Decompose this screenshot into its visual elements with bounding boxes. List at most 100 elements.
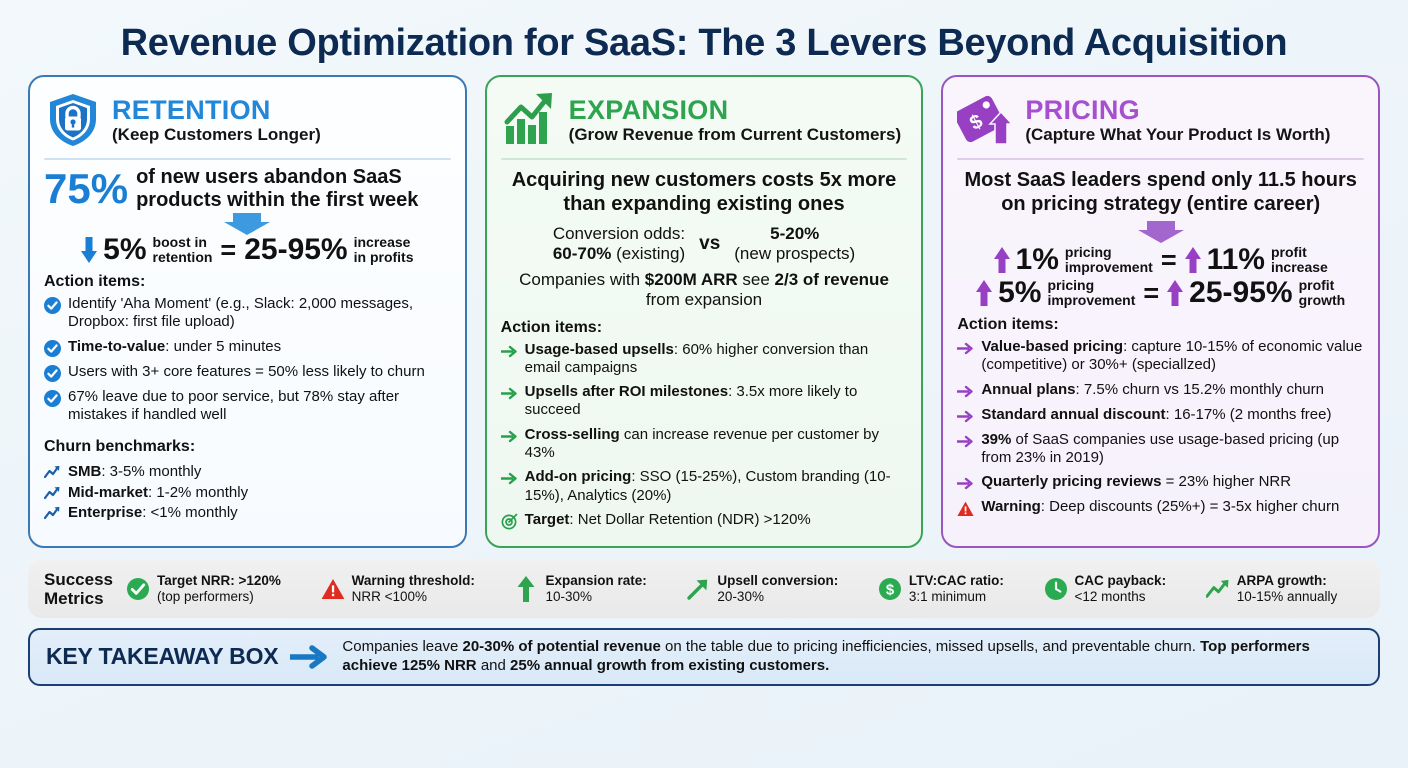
metric-warning-threshold: Warning threshold: NRR <100% (321, 573, 502, 605)
list-item: Identify 'Aha Moment' (e.g., Slack: 2,00… (44, 295, 451, 332)
metric-sub: NRR <100% (351, 588, 427, 604)
metric-cac-payback: CAC payback: <12 months (1044, 573, 1193, 605)
note-part4: from expansion (645, 290, 763, 310)
card-title-expansion: EXPANSION (568, 95, 729, 125)
arrow-up-icon (1184, 247, 1201, 273)
list-item: 39% of SaaS companies use usage-based pr… (957, 431, 1364, 468)
card-subtitle-pricing: (Capture What Your Product Is Worth) (1025, 125, 1331, 144)
eq1-sign: = (1160, 244, 1177, 275)
note-bold3: of revenue (802, 269, 889, 289)
eq2-left-line1: pricing (1047, 277, 1095, 294)
eq2-right-line1: profit (1298, 277, 1335, 294)
arrow-right-icon (500, 385, 518, 402)
warning-triangle-icon (957, 500, 974, 517)
item-text: : under 5 minutes (165, 337, 282, 355)
vs-word: vs (699, 233, 721, 255)
card-pricing: $ PRICING (Capture What Your Product Is … (941, 75, 1381, 548)
eq2-left-num: 5% (998, 276, 1042, 309)
metric-text: ARPA growth: 10-15% annually (1237, 573, 1338, 605)
metric-sub: 3:1 minimum (908, 588, 987, 604)
arrow-right-icon (957, 340, 974, 357)
success-metrics-label: Success Metrics (44, 570, 113, 608)
action-items-title-retention: Action items: (44, 273, 146, 290)
trend-up-icon (43, 486, 61, 502)
metric-text: Target NRR: >120% (top performers) (157, 573, 281, 605)
arrow-up-icon (1167, 280, 1184, 306)
eq1-left-label: pricing improvement (1065, 245, 1153, 274)
arrow-right-icon (500, 470, 518, 487)
item-bold: Target (524, 510, 570, 528)
metric-text: Warning threshold: NRR <100% (352, 573, 475, 605)
list-item: Upsells after ROI milestones: 3.5x more … (500, 383, 908, 420)
eq1-left-num: 1% (1015, 243, 1059, 276)
divider-retention (44, 158, 451, 160)
price-tag-up-icon: $ (957, 91, 1015, 149)
item-text: can increase revenue per customer by 43% (524, 425, 880, 462)
metric-sub: 10-30% (545, 588, 593, 604)
trend-up-icon (1205, 577, 1230, 601)
metric-target-nrr: Target NRR: >120% (top performers) (126, 573, 308, 605)
item-text: : 7.5% churn vs 15.2% monthly churn (1075, 380, 1324, 398)
arrow-right-icon (957, 433, 974, 450)
list-item-text: Value-based pricing: capture 10-15% of e… (981, 338, 1364, 375)
eq-right-label-line1: increase (353, 234, 411, 251)
list-item-text: Identify 'Aha Moment' (e.g., Slack: 2,00… (68, 295, 451, 332)
list-item: Quarterly pricing reviews = 23% higher N… (957, 473, 1364, 492)
note-bold2: 2/3 (774, 269, 799, 289)
arrow-right-icon (500, 343, 518, 360)
shield-lock-icon (44, 91, 102, 149)
item-text: Identify 'Aha Moment' (e.g., Slack: 2,00… (68, 295, 414, 331)
eq-right-label-line2: in profits (353, 249, 414, 265)
metric-text: CAC payback: <12 months (1075, 573, 1167, 605)
action-items-title-expansion: Action items: (500, 318, 603, 336)
trend-up-icon (43, 465, 61, 481)
metric-bold: LTV:CAC ratio: (908, 572, 1004, 588)
equation-pricing-2: 5% pricing improvement = 25-95% profit g… (957, 278, 1364, 308)
metrics-label-line1: Success (44, 569, 113, 589)
metric-bold: CAC payback: (1074, 572, 1167, 588)
hero-text-part1: of new users (136, 166, 264, 188)
card-header-expansion: EXPANSION (Grow Revenue from Current Cus… (501, 89, 908, 151)
vs-right-line1: 5-20% (770, 224, 820, 243)
down-arrow-icon-pricing (957, 221, 1364, 243)
check-circle-icon (44, 389, 61, 407)
list-item-text: Add-on pricing: SSO (15-25%), Custom bra… (525, 468, 908, 505)
list-item-warning: Warning: Deep discounts (25%+) = 3-5x hi… (957, 498, 1364, 517)
list-item-text: Enterprise: <1% monthly (68, 503, 238, 523)
metrics-label-line2: Metrics (44, 588, 104, 608)
churn-benchmarks-title: Churn benchmarks: (44, 438, 196, 456)
eq1-left-line2: improvement (1064, 259, 1153, 275)
item-text: : SSO (15-25%), Custom branding (10-15%)… (524, 468, 891, 504)
arrow-up-icon (514, 575, 538, 602)
metric-bold: Upsell conversion: (717, 572, 839, 588)
eq2-sign: = (1143, 277, 1160, 308)
eq2-right-num: 25-95% (1189, 276, 1293, 309)
eq2-right-line2: growth (1298, 292, 1346, 308)
eq1-left-line1: pricing (1064, 244, 1112, 261)
eq2-right-label: profit growth (1299, 278, 1346, 307)
item-bold: SMB (68, 463, 102, 481)
hero-text-retention: of new users abandon SaaS products withi… (136, 166, 451, 212)
metric-bold: Expansion rate: (545, 572, 647, 588)
card-header-pricing: $ PRICING (Capture What Your Product Is … (957, 89, 1364, 151)
list-item: 67% leave due to poor service, but 78% s… (44, 388, 451, 425)
svg-text:$: $ (886, 582, 895, 599)
item-text: : Net Dollar Retention (NDR) >120% (569, 510, 811, 528)
hero-stat-retention: 75% (44, 165, 129, 212)
item-bold: Mid-market (68, 483, 149, 501)
list-item: Usage-based upsells: 60% higher conversi… (500, 341, 908, 378)
arrow-right-icon (500, 428, 518, 445)
hero-text-part2: SaaS products within the first week (136, 166, 419, 211)
warning-triangle-icon (321, 577, 345, 601)
eq-right-label-retention: increase in profits (354, 235, 414, 264)
list-item-text: Standard annual discount: 16-17% (2 mont… (981, 406, 1364, 425)
item-text: : capture 10-15% of economic value (comp… (981, 338, 1363, 374)
trend-up-icon (43, 506, 61, 522)
item-bold: Standard annual discount (981, 405, 1166, 423)
headline-expansion: Acquiring new customers costs 5x more th… (511, 169, 897, 215)
list-item-text: Quarterly pricing reviews = 23% higher N… (981, 473, 1364, 492)
list-item: Time-to-value: under 5 minutes (44, 338, 451, 357)
metric-expansion-rate: Expansion rate: 10-30% (514, 573, 673, 605)
metric-sub: 20-30% (717, 588, 764, 604)
metric-arpa-growth: ARPA growth: 10-15% annually (1205, 573, 1364, 605)
